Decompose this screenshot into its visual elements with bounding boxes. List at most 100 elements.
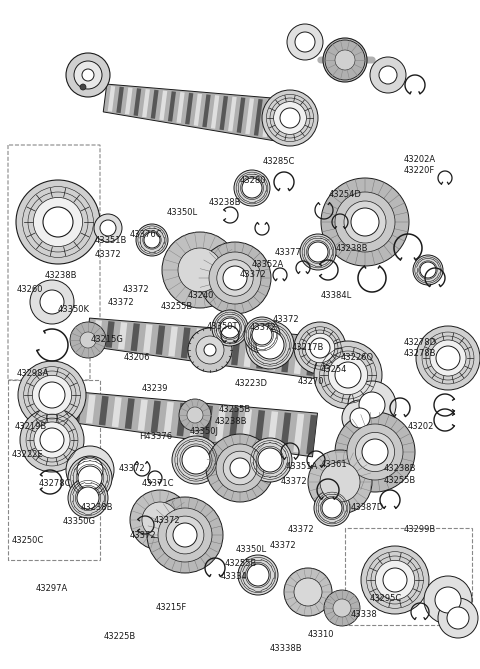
Polygon shape <box>293 413 304 453</box>
Polygon shape <box>332 340 342 379</box>
Circle shape <box>351 208 379 236</box>
Circle shape <box>348 381 396 429</box>
Circle shape <box>252 325 272 345</box>
Circle shape <box>162 232 238 308</box>
Circle shape <box>77 457 103 483</box>
Circle shape <box>435 587 461 613</box>
Polygon shape <box>228 407 239 444</box>
Text: 43338B: 43338B <box>270 644 302 654</box>
Polygon shape <box>319 339 330 378</box>
Circle shape <box>424 576 472 624</box>
Text: 43240: 43240 <box>187 291 214 300</box>
Text: 43225B: 43225B <box>103 632 135 642</box>
Circle shape <box>144 232 160 248</box>
Circle shape <box>262 90 318 146</box>
Text: 43255B: 43255B <box>218 405 251 414</box>
Text: 43350T: 43350T <box>206 322 238 331</box>
Circle shape <box>355 432 395 472</box>
Circle shape <box>323 38 367 82</box>
Polygon shape <box>86 318 342 382</box>
Text: 43255B: 43255B <box>161 302 193 311</box>
Text: 43238B: 43238B <box>81 502 113 512</box>
Polygon shape <box>280 412 291 451</box>
Text: 43350G: 43350G <box>62 517 96 527</box>
Polygon shape <box>116 87 124 113</box>
Circle shape <box>436 346 460 370</box>
Text: 43202: 43202 <box>408 422 434 432</box>
Text: 43372: 43372 <box>130 531 156 540</box>
Circle shape <box>324 590 360 626</box>
Polygon shape <box>164 401 174 435</box>
Circle shape <box>179 399 211 431</box>
Polygon shape <box>254 99 263 136</box>
Polygon shape <box>245 98 254 134</box>
Circle shape <box>247 564 269 586</box>
Polygon shape <box>106 321 115 348</box>
Circle shape <box>172 436 220 484</box>
Polygon shape <box>267 411 278 449</box>
Circle shape <box>300 234 336 270</box>
Circle shape <box>78 466 102 490</box>
Circle shape <box>305 333 335 363</box>
Circle shape <box>196 336 224 364</box>
Circle shape <box>77 487 99 509</box>
Polygon shape <box>53 390 318 457</box>
Text: 43206: 43206 <box>124 353 150 363</box>
Text: 43338: 43338 <box>350 609 377 619</box>
Circle shape <box>284 568 332 616</box>
Circle shape <box>100 220 116 236</box>
Polygon shape <box>231 331 241 365</box>
Circle shape <box>66 446 114 494</box>
Circle shape <box>438 598 478 638</box>
Text: 43278B: 43278B <box>403 349 436 358</box>
Polygon shape <box>159 90 168 120</box>
Text: 43351A: 43351A <box>286 462 318 472</box>
Text: 43238B: 43238B <box>215 417 248 426</box>
Circle shape <box>147 497 223 573</box>
Circle shape <box>206 434 274 502</box>
Polygon shape <box>216 407 226 442</box>
Text: 43372: 43372 <box>122 284 149 294</box>
Text: 43387D: 43387D <box>350 502 384 512</box>
Circle shape <box>130 490 190 550</box>
Text: 43222E: 43222E <box>12 450 44 460</box>
Circle shape <box>321 178 409 266</box>
Circle shape <box>238 555 278 595</box>
Circle shape <box>333 599 351 617</box>
Polygon shape <box>228 96 237 132</box>
Circle shape <box>82 69 94 81</box>
Circle shape <box>244 317 280 353</box>
Text: 43384L: 43384L <box>321 291 352 300</box>
Polygon shape <box>151 401 161 433</box>
Polygon shape <box>118 322 127 350</box>
Text: 43350J: 43350J <box>190 427 218 436</box>
Circle shape <box>370 57 406 93</box>
Polygon shape <box>131 323 140 351</box>
Circle shape <box>342 400 378 436</box>
Polygon shape <box>281 336 292 373</box>
Circle shape <box>142 502 178 538</box>
Polygon shape <box>168 326 178 357</box>
Circle shape <box>383 568 407 592</box>
Circle shape <box>294 322 346 374</box>
Text: 43223D: 43223D <box>234 379 267 388</box>
Circle shape <box>359 392 385 418</box>
Polygon shape <box>206 329 216 362</box>
Circle shape <box>447 607 469 629</box>
Circle shape <box>416 326 480 390</box>
Text: 43238B: 43238B <box>44 271 77 280</box>
Text: 43215F: 43215F <box>156 603 187 612</box>
Polygon shape <box>306 338 317 376</box>
Text: 43372: 43372 <box>108 298 134 307</box>
Text: 43255B: 43255B <box>225 559 257 568</box>
Circle shape <box>40 290 64 314</box>
Polygon shape <box>244 332 254 367</box>
Text: 43372: 43372 <box>119 464 145 473</box>
Polygon shape <box>193 328 203 360</box>
Circle shape <box>325 40 365 80</box>
Text: 43238B: 43238B <box>209 197 241 207</box>
Circle shape <box>335 192 395 252</box>
Polygon shape <box>99 396 108 425</box>
Text: 43351B: 43351B <box>95 236 127 246</box>
Text: 43285C: 43285C <box>263 157 295 167</box>
